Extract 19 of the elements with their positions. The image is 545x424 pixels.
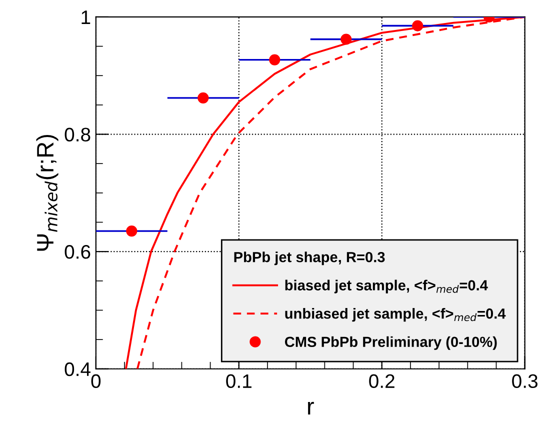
point bbox=[126, 225, 138, 237]
x-tick-label: 0.1 bbox=[226, 374, 252, 388]
y-tick-label: 0.8 bbox=[64, 128, 90, 142]
point bbox=[340, 34, 352, 45]
y-tick-label: 0.6 bbox=[64, 245, 90, 259]
legend-label: unbiased jet sample, <f>$_{med}$=0.4 bbox=[285, 308, 506, 322]
point bbox=[198, 92, 209, 104]
legend-label: CMS PbPb Preliminary (0-10%) bbox=[284, 336, 497, 350]
x-tick-label: 0 bbox=[91, 374, 101, 388]
y-tick-label: 1 bbox=[82, 10, 90, 24]
y-axis-title: Ψ$_{mixed}$(r;R) bbox=[36, 134, 58, 251]
x-axis-title: r bbox=[308, 402, 314, 415]
x-tick-label: 0.3 bbox=[512, 374, 538, 388]
point bbox=[269, 54, 280, 66]
y-tick-label: 0.4 bbox=[64, 362, 90, 376]
legend-label: biased jet sample, <f>$_{med}$=0.4 bbox=[285, 280, 488, 294]
point bbox=[412, 20, 424, 32]
legend-title: PbPb jet shape, R=0.3 bbox=[234, 252, 385, 266]
x-tick-label: 0.2 bbox=[369, 374, 394, 388]
